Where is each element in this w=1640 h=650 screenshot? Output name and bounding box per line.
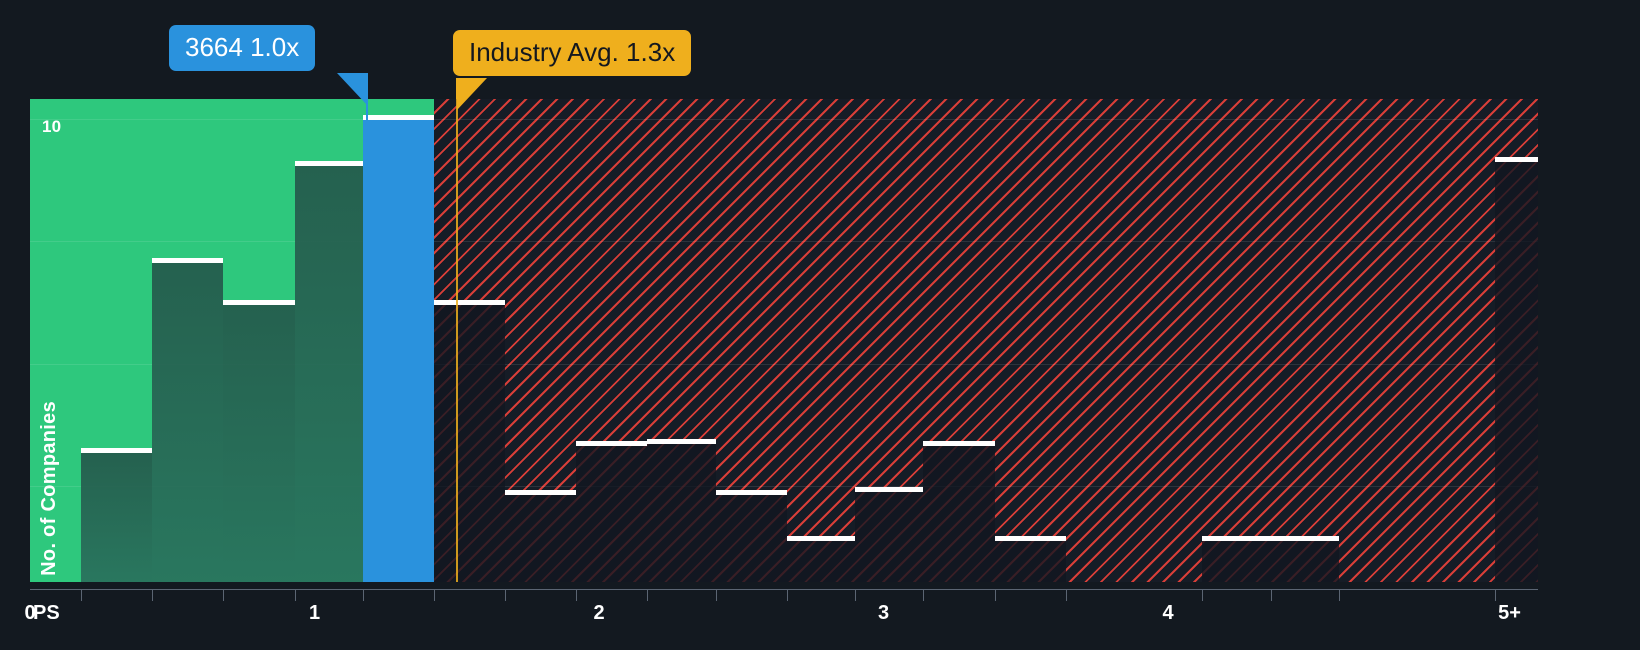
x-tick-label: 0 bbox=[24, 602, 36, 624]
callout-stem-industry-average bbox=[455, 78, 458, 99]
bar-body bbox=[223, 305, 295, 582]
bar-cap bbox=[1495, 156, 1538, 162]
x-tick bbox=[434, 589, 436, 601]
bar-cap bbox=[994, 535, 1066, 541]
bar-cap bbox=[223, 300, 295, 306]
y-axis-title: No. of Companies bbox=[38, 401, 60, 576]
bar-body bbox=[81, 452, 153, 582]
bar-body bbox=[786, 540, 856, 582]
x-tick bbox=[1495, 589, 1497, 601]
bar-cap bbox=[434, 300, 506, 306]
bar[interactable] bbox=[1495, 156, 1538, 582]
bar-body bbox=[1270, 540, 1339, 582]
bar-body bbox=[505, 494, 577, 582]
bar-cap bbox=[505, 489, 577, 495]
callout-stem-company bbox=[366, 73, 369, 99]
bar-body bbox=[294, 166, 363, 582]
x-tick bbox=[294, 589, 296, 601]
bar-cap bbox=[576, 441, 648, 447]
x-tick bbox=[505, 589, 507, 601]
x-tick bbox=[715, 589, 717, 601]
overvalued-hatched-zone bbox=[434, 99, 1538, 582]
x-tick bbox=[152, 589, 154, 601]
bar-body bbox=[1202, 540, 1271, 582]
x-tick bbox=[855, 589, 857, 601]
bar-cap bbox=[855, 487, 924, 493]
x-tick bbox=[923, 589, 925, 601]
y-axis-tick-label: 10 bbox=[42, 117, 62, 136]
x-tick bbox=[1270, 589, 1272, 601]
marker-line-company bbox=[366, 99, 369, 582]
bar[interactable] bbox=[294, 161, 363, 582]
bar-cap bbox=[152, 258, 224, 264]
x-tick bbox=[1338, 589, 1340, 601]
gridline bbox=[30, 118, 1538, 120]
bar-body bbox=[1495, 161, 1538, 582]
bar[interactable] bbox=[223, 300, 295, 582]
plot-area: 10 No. of Companies bbox=[30, 99, 1538, 582]
callout-company[interactable]: 3664 1.0x bbox=[169, 25, 316, 71]
bar[interactable] bbox=[152, 258, 224, 582]
bar[interactable] bbox=[647, 438, 716, 582]
x-tick bbox=[647, 589, 649, 601]
bar-cap bbox=[362, 115, 435, 121]
bar-body bbox=[923, 446, 995, 582]
bar-cap bbox=[1270, 535, 1339, 541]
callout-tail-industry-average bbox=[456, 78, 487, 110]
bar-body bbox=[855, 492, 924, 582]
gridline bbox=[30, 363, 1538, 365]
bar[interactable] bbox=[786, 535, 856, 582]
bar-body bbox=[434, 305, 506, 582]
x-tick-label: 5+ bbox=[1498, 602, 1521, 624]
bar-cap bbox=[81, 447, 153, 453]
bar-cap bbox=[715, 489, 787, 495]
x-tick-label: 3 bbox=[878, 602, 890, 624]
bar[interactable] bbox=[855, 487, 924, 582]
bar-body bbox=[152, 263, 224, 582]
x-tick bbox=[81, 589, 83, 601]
gridline bbox=[30, 241, 1538, 243]
bar[interactable] bbox=[994, 535, 1066, 582]
bar-cap bbox=[923, 441, 995, 447]
bar-body bbox=[647, 443, 716, 582]
bar[interactable] bbox=[1202, 535, 1271, 582]
bar[interactable] bbox=[715, 489, 787, 582]
bar-cap bbox=[1202, 535, 1271, 541]
x-tick bbox=[1202, 589, 1204, 601]
bar-body bbox=[994, 540, 1066, 582]
x-tick-label: 2 bbox=[593, 602, 605, 624]
callout-industry-average[interactable]: Industry Avg. 1.3x bbox=[453, 30, 692, 76]
bar[interactable] bbox=[505, 489, 577, 582]
bar-body bbox=[576, 446, 648, 582]
x-axis-title: PS bbox=[33, 602, 60, 624]
bar-body bbox=[715, 494, 787, 582]
bar[interactable] bbox=[576, 441, 648, 582]
x-tick bbox=[223, 589, 225, 601]
bar[interactable] bbox=[923, 441, 995, 582]
x-tick-label: 4 bbox=[1162, 602, 1174, 624]
bar-cap bbox=[647, 438, 716, 444]
x-tick bbox=[362, 589, 364, 601]
bar[interactable] bbox=[1270, 535, 1339, 582]
bar-body bbox=[362, 120, 435, 582]
x-tick bbox=[576, 589, 578, 601]
x-tick bbox=[1065, 589, 1067, 601]
x-tick bbox=[994, 589, 996, 601]
x-tick bbox=[786, 589, 788, 601]
bar[interactable] bbox=[81, 447, 153, 582]
bar-cap bbox=[786, 535, 856, 541]
gridline bbox=[30, 486, 1538, 488]
x-axis-line bbox=[30, 589, 1538, 590]
bar[interactable] bbox=[362, 115, 435, 582]
callout-label: Industry Avg. 1.3x bbox=[469, 37, 676, 67]
bar-cap bbox=[294, 161, 363, 167]
marker-line-industry-average bbox=[455, 99, 458, 582]
callout-tail-company bbox=[337, 73, 368, 105]
x-tick-label: 1 bbox=[308, 602, 321, 624]
callout-label: 3664 1.0x bbox=[185, 32, 300, 62]
bar[interactable] bbox=[434, 300, 506, 582]
